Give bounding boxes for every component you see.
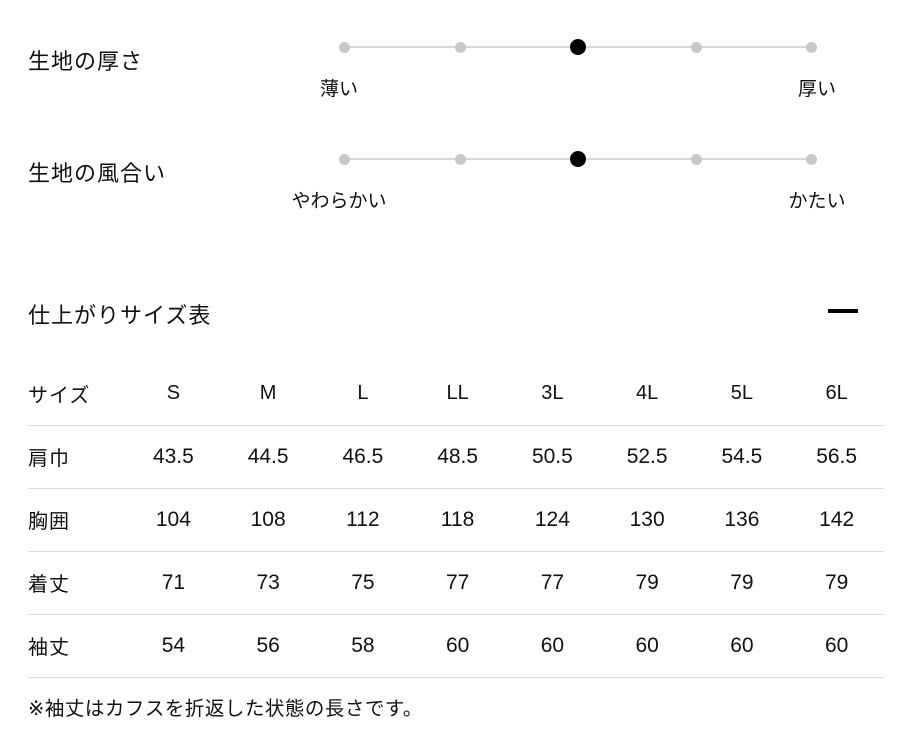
row-label: 肩巾	[28, 425, 126, 489]
fabric-texture-label: 生地の風合い	[28, 161, 167, 186]
col-header-4l: 4L	[599, 362, 695, 426]
size-table-header-row: サイズ S M L LL 3L 4L 5L 6L	[28, 362, 884, 426]
fabric-thickness-track	[339, 39, 817, 55]
col-header-size: サイズ	[28, 362, 126, 426]
col-header-6l: 6L	[789, 362, 884, 426]
cell: 77	[505, 551, 600, 615]
col-header-m: M	[220, 362, 316, 426]
scale-dot	[339, 153, 350, 165]
scale-dot	[690, 153, 702, 165]
cell: 60	[505, 614, 600, 678]
scale-dot	[690, 41, 702, 53]
sleeve-length-footnote: ※袖丈はカフスを折返した状態の長さです。	[28, 697, 423, 720]
cell: 54.5	[694, 425, 790, 489]
fabric-thickness-label: 生地の厚さ	[28, 49, 144, 74]
table-row-sleeve-length: 袖丈 54 56 58 60 60 60 60 60	[28, 614, 884, 678]
cell: 48.5	[410, 425, 505, 489]
size-section-header: 仕上がりサイズ表	[0, 298, 914, 328]
cell: 60	[599, 614, 695, 678]
col-header-ll: LL	[410, 362, 505, 426]
cell: 46.5	[315, 425, 411, 489]
cell: 130	[599, 488, 695, 552]
cell: 44.5	[220, 425, 316, 489]
fabric-texture-track	[339, 151, 817, 167]
col-header-l: L	[315, 362, 411, 426]
cell: 77	[410, 551, 505, 615]
cell: 79	[599, 551, 695, 615]
cell: 142	[789, 488, 884, 552]
row-label: 袖丈	[28, 614, 126, 678]
cell: 60	[694, 614, 790, 678]
scale-dot	[454, 153, 466, 165]
table-row-chest: 胸囲 104 108 112 118 124 130 136 142	[28, 488, 884, 552]
row-label: 着丈	[28, 551, 126, 615]
col-header-5l: 5L	[694, 362, 790, 426]
cell: 43.5	[126, 425, 221, 489]
fabric-thickness-end-labels: 薄い 厚い	[320, 74, 836, 100]
cell: 136	[694, 488, 790, 552]
cell: 71	[126, 551, 221, 615]
table-row-body-length: 着丈 71 73 75 77 77 79 79 79	[28, 551, 884, 615]
scale-dot	[339, 41, 350, 53]
fabric-attributes-section: 生地の厚さ 薄い 厚い 生地の風合い やわらかい かたい	[0, 0, 914, 224]
cell: 50.5	[505, 425, 600, 489]
scale-dot	[806, 153, 817, 165]
size-section-title: 仕上がりサイズ表	[28, 303, 212, 328]
col-header-3l: 3L	[505, 362, 600, 426]
cell: 79	[694, 551, 790, 615]
scale-max-label: かたい	[788, 191, 846, 212]
cell: 79	[789, 551, 884, 615]
scale-dot	[806, 41, 817, 53]
fabric-thickness-scale: 生地の厚さ 薄い 厚い	[0, 0, 914, 112]
cell: 75	[315, 551, 411, 615]
cell: 60	[789, 614, 884, 678]
col-header-s: S	[126, 362, 221, 426]
cell: 56.5	[789, 425, 884, 489]
scale-dot-active	[570, 151, 586, 167]
cell: 60	[410, 614, 505, 678]
fabric-texture-scale: 生地の風合い やわらかい かたい	[0, 112, 914, 224]
cell: 108	[220, 488, 316, 552]
cell: 124	[505, 488, 600, 552]
cell: 73	[220, 551, 316, 615]
scale-dot	[454, 41, 466, 53]
fabric-texture-end-labels: やわらかい かたい	[291, 186, 845, 212]
cell: 112	[315, 488, 411, 552]
cell: 56	[220, 614, 316, 678]
cell: 52.5	[599, 425, 695, 489]
cell: 54	[126, 614, 221, 678]
cell: 118	[410, 488, 505, 552]
row-label: 胸囲	[28, 488, 126, 552]
collapse-minus-icon[interactable]	[828, 309, 858, 313]
cell: 58	[315, 614, 411, 678]
cell: 104	[126, 488, 221, 552]
scale-max-label: 厚い	[797, 79, 837, 100]
size-table: サイズ S M L LL 3L 4L 5L 6L 肩巾 43.5 44.5 46…	[28, 362, 884, 678]
scale-min-label: やわらかい	[291, 191, 387, 212]
scale-min-label: 薄い	[319, 79, 359, 100]
table-row-shoulder-width: 肩巾 43.5 44.5 46.5 48.5 50.5 52.5 54.5 56…	[28, 425, 884, 489]
scale-dot-active	[570, 39, 586, 55]
